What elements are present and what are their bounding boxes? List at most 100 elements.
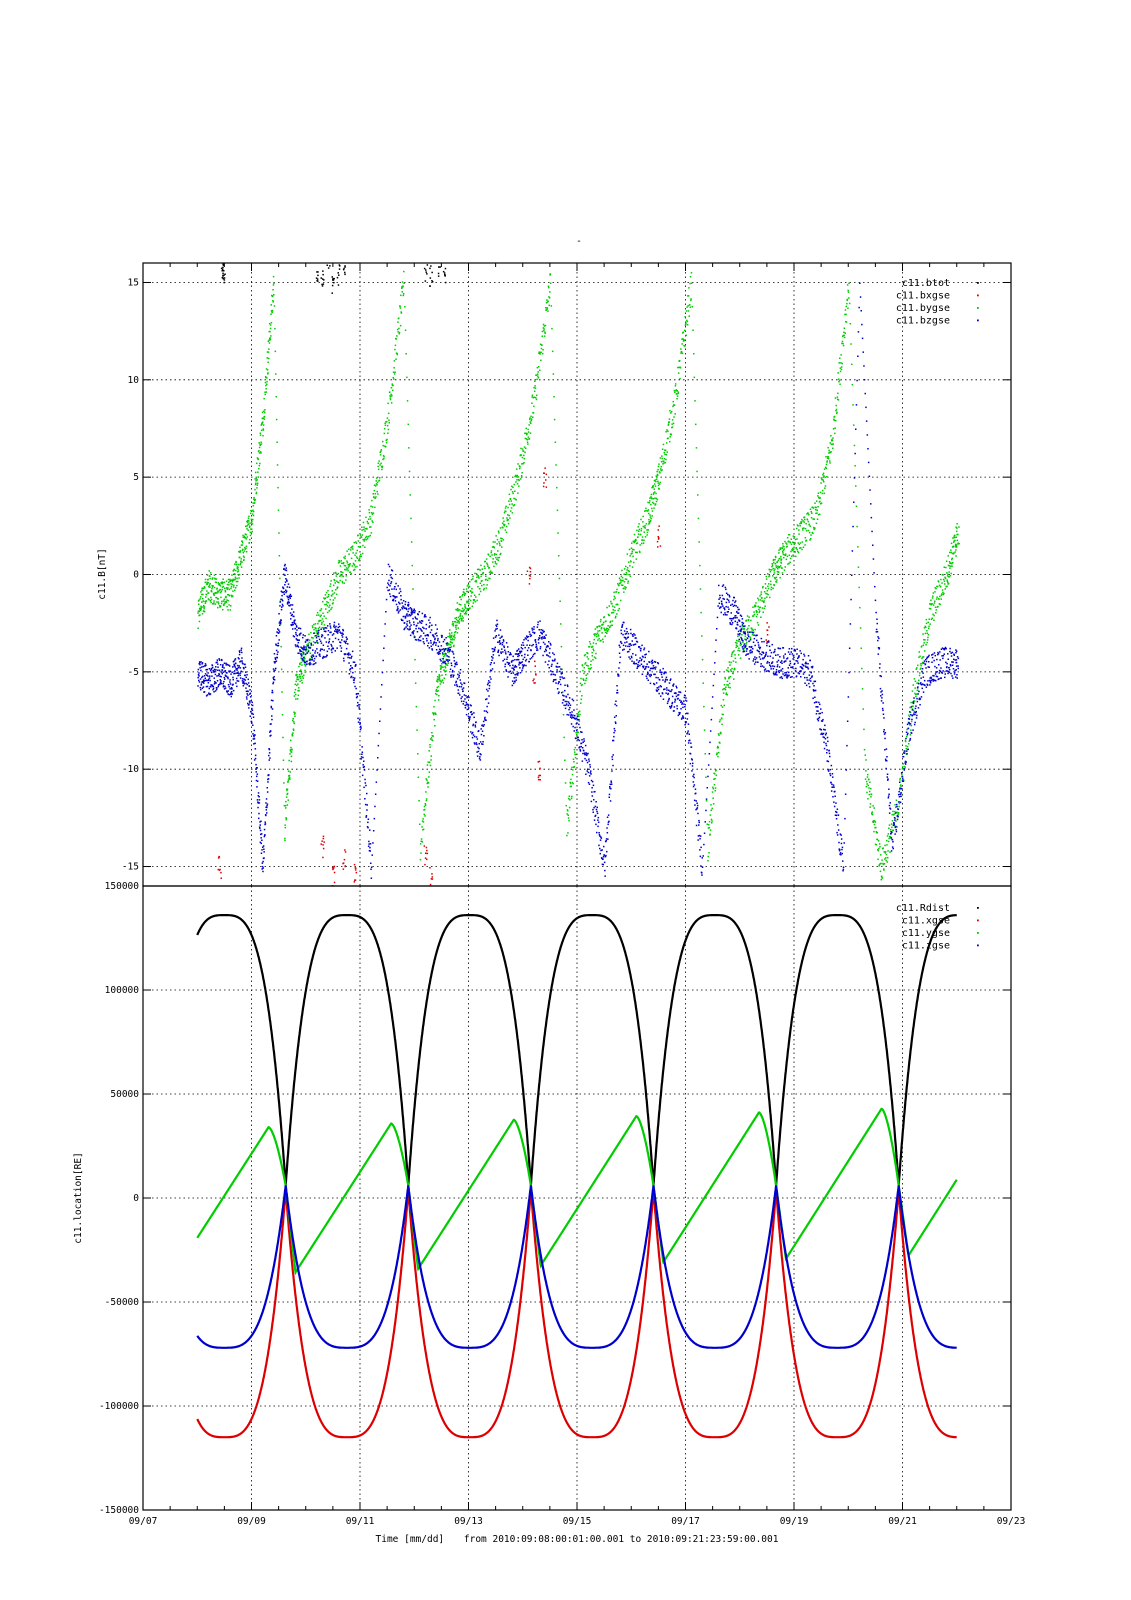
data-point	[529, 577, 531, 580]
data-point	[666, 451, 668, 453]
data-point	[552, 673, 555, 676]
data-point	[199, 686, 202, 689]
data-point	[365, 784, 367, 787]
data-point	[779, 576, 781, 579]
data-point	[947, 573, 949, 576]
data-point	[530, 649, 532, 652]
data-point	[298, 627, 300, 629]
data-point	[551, 671, 553, 673]
data-point	[383, 457, 385, 460]
data-point	[711, 822, 713, 824]
data-point	[942, 591, 944, 594]
data-point	[639, 551, 641, 554]
data-point	[426, 764, 429, 766]
data-point	[247, 690, 249, 693]
data-point	[296, 626, 298, 628]
data-point	[634, 634, 636, 636]
data-point	[239, 550, 242, 552]
data-point	[332, 599, 335, 601]
data-point	[312, 626, 314, 629]
data-point	[710, 809, 712, 811]
data-point	[351, 565, 354, 567]
data-point	[518, 654, 520, 657]
data-point	[847, 291, 850, 293]
data-point	[203, 680, 206, 682]
data-point	[217, 602, 220, 605]
data-point	[467, 608, 469, 610]
data-point	[587, 658, 590, 660]
data-point	[873, 807, 875, 809]
data-point	[452, 625, 455, 627]
data-point	[895, 799, 898, 801]
data-point	[835, 408, 838, 411]
data-point	[649, 519, 652, 522]
data-point	[608, 605, 610, 607]
data-point	[406, 628, 409, 630]
data-point	[480, 733, 483, 736]
data-point	[910, 729, 912, 731]
data-point	[885, 853, 888, 856]
data-point	[424, 804, 427, 806]
data-point	[624, 588, 626, 590]
data-point	[204, 581, 206, 584]
data-point	[588, 641, 591, 643]
data-point	[610, 624, 612, 627]
data-point	[467, 583, 470, 586]
data-point	[214, 681, 216, 683]
data-point	[637, 533, 640, 535]
data-point	[769, 596, 771, 599]
data-point	[322, 620, 325, 623]
data-point	[364, 536, 367, 539]
data-point	[809, 539, 811, 541]
data-point	[303, 648, 306, 651]
data-point	[793, 536, 796, 538]
data-point	[910, 701, 912, 704]
data-point	[372, 842, 374, 844]
data-point	[538, 760, 541, 763]
data-point	[919, 672, 921, 674]
data-point	[431, 739, 434, 742]
data-point	[330, 649, 333, 651]
data-point	[332, 593, 334, 595]
data-point	[290, 755, 293, 758]
data-point	[323, 628, 325, 630]
data-point	[676, 393, 678, 395]
data-point	[743, 628, 745, 631]
data-point	[431, 280, 433, 282]
data-point	[447, 655, 449, 658]
data-point	[240, 560, 242, 563]
data-point	[798, 543, 801, 546]
data-point	[571, 795, 573, 798]
data-point	[628, 656, 630, 658]
data-point	[542, 349, 544, 351]
data-point	[241, 657, 243, 659]
data-point	[609, 625, 611, 628]
data-point	[406, 613, 408, 615]
data-point	[305, 639, 308, 641]
data-point	[332, 866, 334, 869]
data-point	[446, 642, 448, 644]
data-point	[206, 581, 209, 584]
data-point	[344, 557, 346, 560]
data-point	[407, 605, 410, 607]
data-point	[564, 700, 566, 703]
data-point	[392, 376, 394, 379]
data-point	[782, 549, 785, 552]
data-point	[237, 671, 239, 674]
data-point	[438, 676, 440, 679]
data-point	[307, 638, 309, 641]
data-point	[469, 717, 471, 719]
data-point	[346, 653, 349, 656]
data-point	[516, 479, 518, 481]
data-point	[425, 637, 428, 640]
data-point	[217, 666, 219, 668]
data-point	[216, 659, 219, 661]
data-point	[435, 642, 437, 644]
data-point	[894, 817, 897, 820]
data-point	[209, 572, 212, 574]
data-point	[206, 574, 209, 576]
data-point	[867, 773, 869, 776]
data-point	[361, 751, 364, 753]
data-point	[534, 385, 536, 387]
data-point	[931, 617, 933, 619]
